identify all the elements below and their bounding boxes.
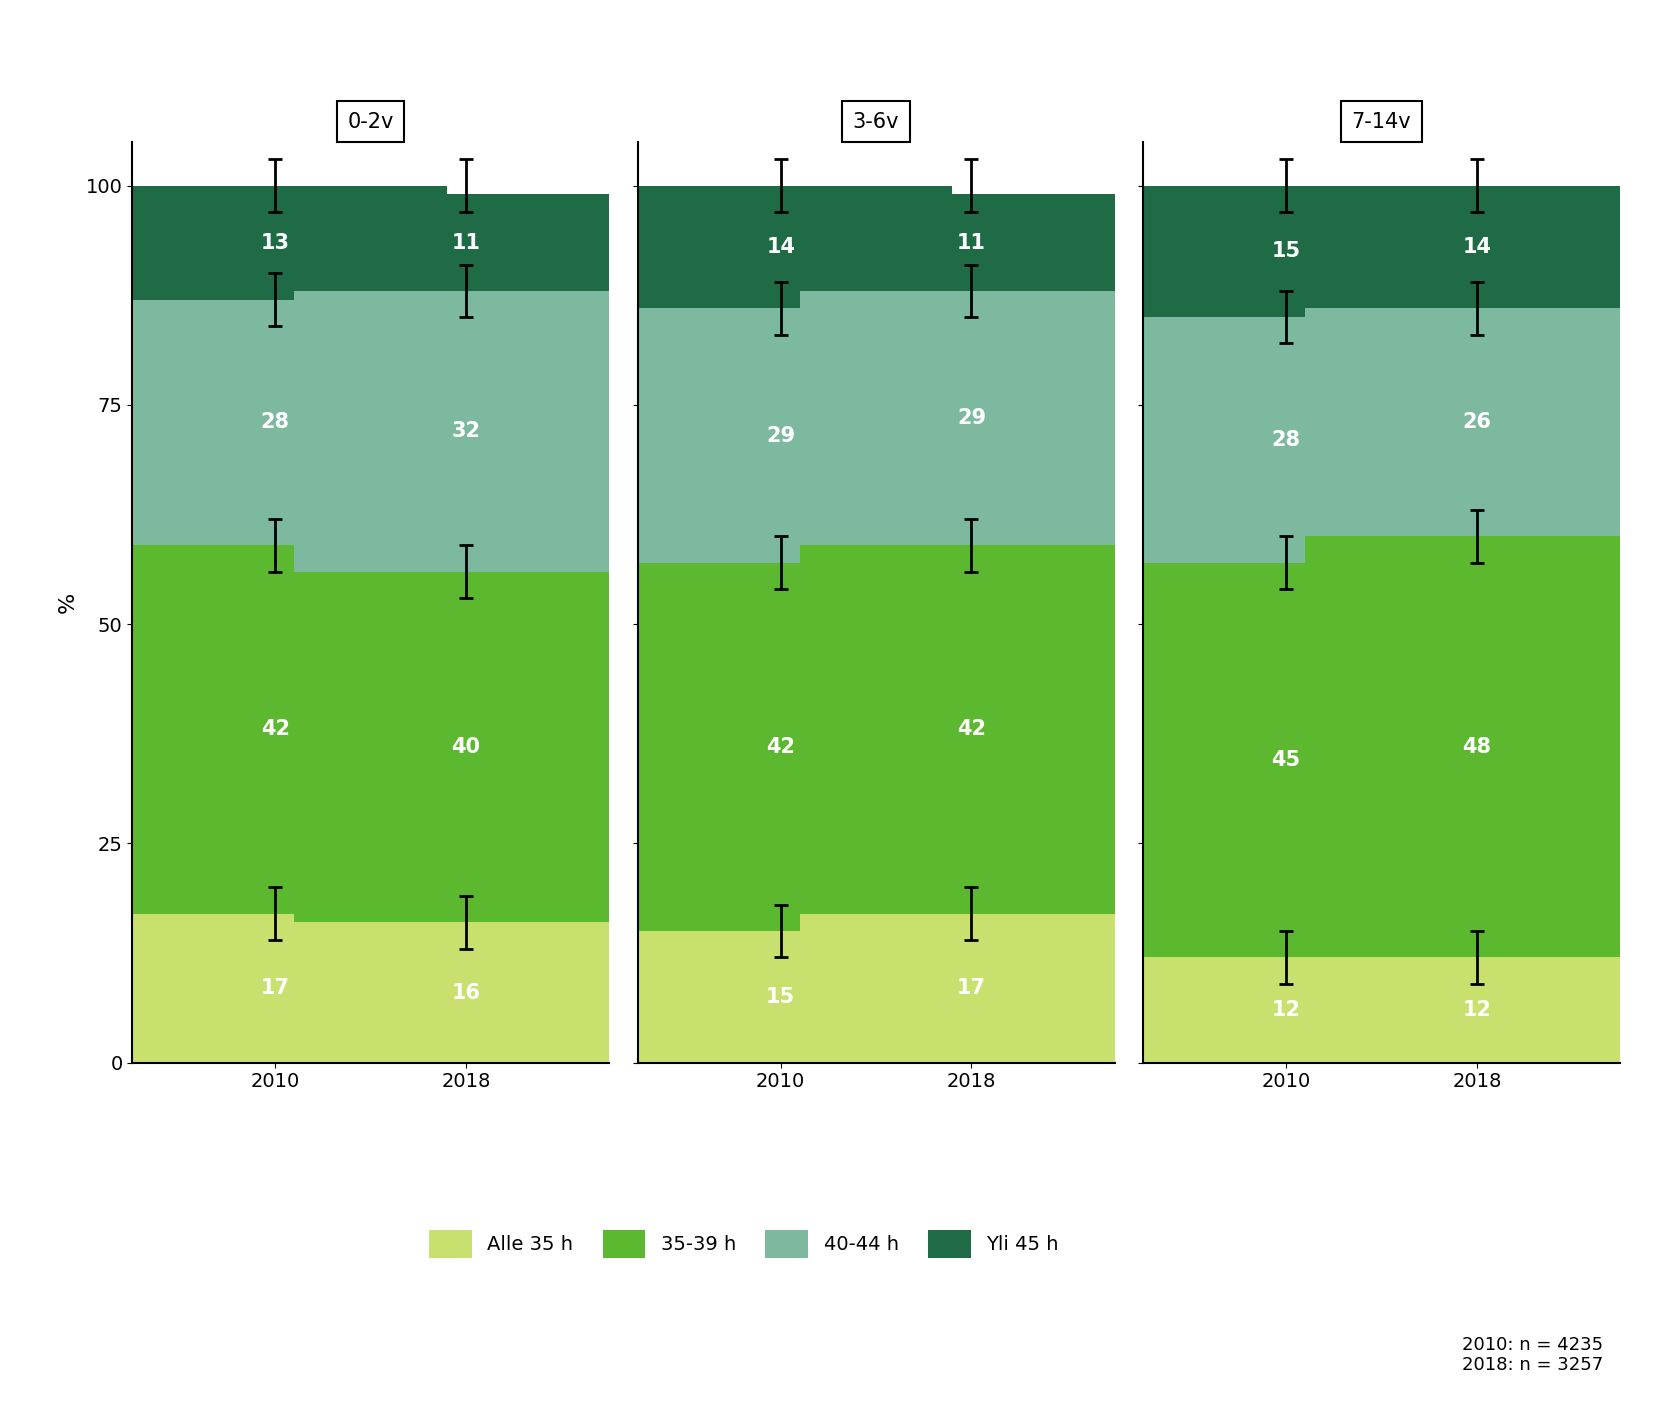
- Bar: [800, 546, 1144, 914]
- Bar: [800, 914, 1144, 1063]
- Bar: [800, 290, 1144, 546]
- Bar: [800, 194, 1144, 290]
- Text: 16: 16: [451, 982, 481, 1003]
- Text: 11: 11: [957, 232, 985, 252]
- Bar: [104, 914, 446, 1063]
- Text: 32: 32: [451, 421, 481, 441]
- Title: 7-14v: 7-14v: [1352, 112, 1412, 132]
- Bar: [608, 563, 952, 931]
- Text: 40: 40: [451, 737, 481, 757]
- Text: 12: 12: [1463, 1000, 1491, 1020]
- Bar: [1306, 309, 1648, 537]
- Bar: [104, 186, 446, 299]
- Bar: [1114, 958, 1458, 1063]
- Text: 45: 45: [1271, 750, 1301, 769]
- Text: 14: 14: [767, 237, 795, 256]
- Bar: [608, 931, 952, 1063]
- Title: 0-2v: 0-2v: [347, 112, 393, 132]
- Text: 48: 48: [1463, 737, 1491, 757]
- Text: 17: 17: [261, 978, 289, 998]
- Bar: [608, 186, 952, 309]
- Bar: [1306, 958, 1648, 1063]
- Text: 17: 17: [957, 978, 985, 998]
- Text: 11: 11: [451, 232, 481, 252]
- Bar: [1114, 186, 1458, 317]
- Title: 3-6v: 3-6v: [853, 112, 899, 132]
- Text: 29: 29: [957, 408, 987, 428]
- Bar: [1114, 563, 1458, 958]
- Text: 2010: n = 4235
2018: n = 3257: 2010: n = 4235 2018: n = 3257: [1463, 1336, 1603, 1374]
- Bar: [104, 546, 446, 914]
- Bar: [294, 922, 638, 1063]
- Y-axis label: %: %: [58, 592, 78, 612]
- Text: 29: 29: [765, 425, 795, 445]
- Text: 12: 12: [1271, 1000, 1301, 1020]
- Text: 13: 13: [261, 232, 289, 252]
- Bar: [1114, 317, 1458, 563]
- Text: 15: 15: [765, 988, 795, 1007]
- Text: 14: 14: [1463, 237, 1491, 256]
- Text: 42: 42: [957, 720, 985, 740]
- Bar: [294, 571, 638, 922]
- Bar: [608, 309, 952, 563]
- Bar: [1306, 537, 1648, 958]
- Bar: [1306, 186, 1648, 309]
- Legend: Alle 35 h, 35-39 h, 40-44 h, Yli 45 h: Alle 35 h, 35-39 h, 40-44 h, Yli 45 h: [422, 1223, 1066, 1265]
- Text: 26: 26: [1463, 412, 1491, 432]
- Text: 28: 28: [1271, 429, 1301, 451]
- Text: 28: 28: [261, 412, 289, 432]
- Text: 42: 42: [767, 737, 795, 757]
- Bar: [104, 299, 446, 546]
- Bar: [294, 194, 638, 290]
- Bar: [294, 290, 638, 571]
- Text: 15: 15: [1271, 241, 1301, 261]
- Text: 42: 42: [261, 720, 289, 740]
